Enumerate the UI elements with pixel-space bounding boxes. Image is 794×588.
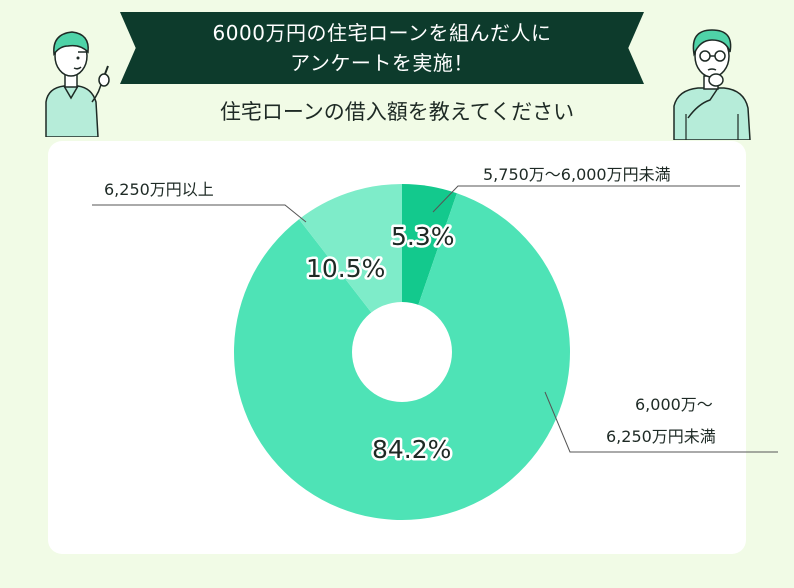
man-thinking-icon: [673, 29, 751, 140]
label-6000-6250-line1: 6,000万～: [635, 395, 713, 414]
pct-label-6250-plus: 10.5%: [306, 254, 385, 283]
donut-hole: [352, 302, 452, 402]
label-6250-plus: 6,250万円以上: [104, 180, 214, 199]
title-banner: 6000万円の住宅ローンを組んだ人に アンケートを実施！: [120, 12, 644, 84]
pct-label-6000-6250: 84.2%: [372, 435, 451, 464]
leader-line-6000: [544, 391, 778, 453]
woman-pointing-icon: [45, 31, 110, 137]
leader-line-6250: [92, 204, 307, 223]
leader-line-5750: [432, 185, 740, 213]
banner-line-2: アンケートを実施！: [290, 51, 474, 75]
pct-label-5750-6000: 5.3%: [391, 222, 455, 251]
label-6000-6250-line2: 6,250万円未満: [606, 427, 716, 446]
question-title: 住宅ローンの借入額を教えてください: [219, 100, 575, 124]
label-5750-6000: 5,750万～6,000万円未満: [483, 165, 671, 184]
banner-line-1: 6000万円の住宅ローンを組んだ人に: [212, 21, 552, 45]
